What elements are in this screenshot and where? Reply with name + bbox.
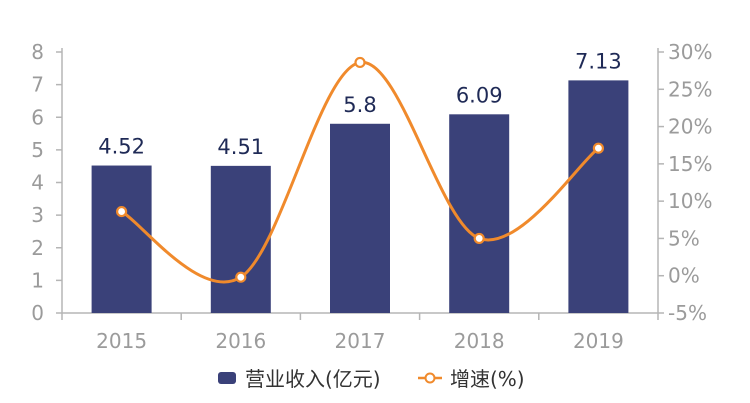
growth-line-layer bbox=[115, 56, 605, 284]
legend-label-revenue: 营业收入(亿元) bbox=[245, 367, 381, 391]
y-left-tick-label: 6 bbox=[31, 105, 44, 129]
y-right-tick-label: 10% bbox=[668, 189, 712, 213]
bar-data-label: 5.8 bbox=[343, 93, 376, 117]
y-left-tick-label: 7 bbox=[31, 73, 44, 97]
bar-data-label: 6.09 bbox=[456, 83, 503, 107]
x-tick-label: 2018 bbox=[454, 329, 505, 353]
y-right-tick-label: 25% bbox=[668, 77, 712, 101]
y-right-tick-label: -5% bbox=[668, 301, 707, 325]
axes: 0 1 2 3 4 5 6 7 8 -5% 0% 5% 10% 15% 20% 25% 30% 2015 2016 2… bbox=[31, 40, 712, 353]
y-left-tick-label: 1 bbox=[31, 268, 44, 292]
x-tick-label: 2016 bbox=[215, 329, 266, 353]
y-right-tick-label: 20% bbox=[668, 115, 712, 139]
bar bbox=[330, 123, 390, 314]
x-tick-label: 2017 bbox=[335, 329, 386, 353]
y-right-tick-label: 5% bbox=[668, 226, 700, 250]
growth-point bbox=[115, 205, 128, 218]
data-labels: 4.52 4.51 5.8 6.09 7.13 bbox=[98, 49, 622, 158]
growth-point bbox=[473, 232, 485, 245]
y-right-tick-label: 0% bbox=[668, 264, 700, 288]
growth-point bbox=[592, 142, 605, 154]
y-left-tick-label: 3 bbox=[31, 203, 44, 227]
bar bbox=[449, 114, 510, 313]
y-right-tick-label: 30% bbox=[668, 40, 712, 64]
legend-swatch-growth-marker bbox=[424, 372, 436, 384]
legend-swatch-revenue bbox=[218, 372, 236, 384]
bar bbox=[210, 165, 271, 313]
legend-label-growth: 增速(%) bbox=[450, 367, 525, 391]
y-left-tick-label: 8 bbox=[31, 40, 44, 64]
bar-data-label: 4.52 bbox=[98, 135, 145, 159]
bar-data-label: 4.51 bbox=[217, 135, 264, 159]
growth-point bbox=[235, 271, 247, 283]
bar bbox=[91, 165, 152, 313]
y-right-tick-label: 15% bbox=[668, 152, 712, 176]
y-left-tick-label: 2 bbox=[31, 236, 44, 260]
y-left-tick-label: 4 bbox=[31, 171, 44, 195]
bar bbox=[568, 80, 629, 313]
growth-point bbox=[354, 56, 366, 69]
x-tick-label: 2015 bbox=[96, 329, 147, 353]
y-left-tick-label: 5 bbox=[31, 138, 44, 162]
y-left-tick-label: 0 bbox=[31, 301, 44, 325]
legend: 营业收入(亿元) 增速(%) bbox=[218, 367, 525, 391]
bars bbox=[91, 80, 629, 314]
x-tick-label: 2019 bbox=[573, 329, 624, 353]
bar-data-label: 7.13 bbox=[575, 49, 622, 73]
